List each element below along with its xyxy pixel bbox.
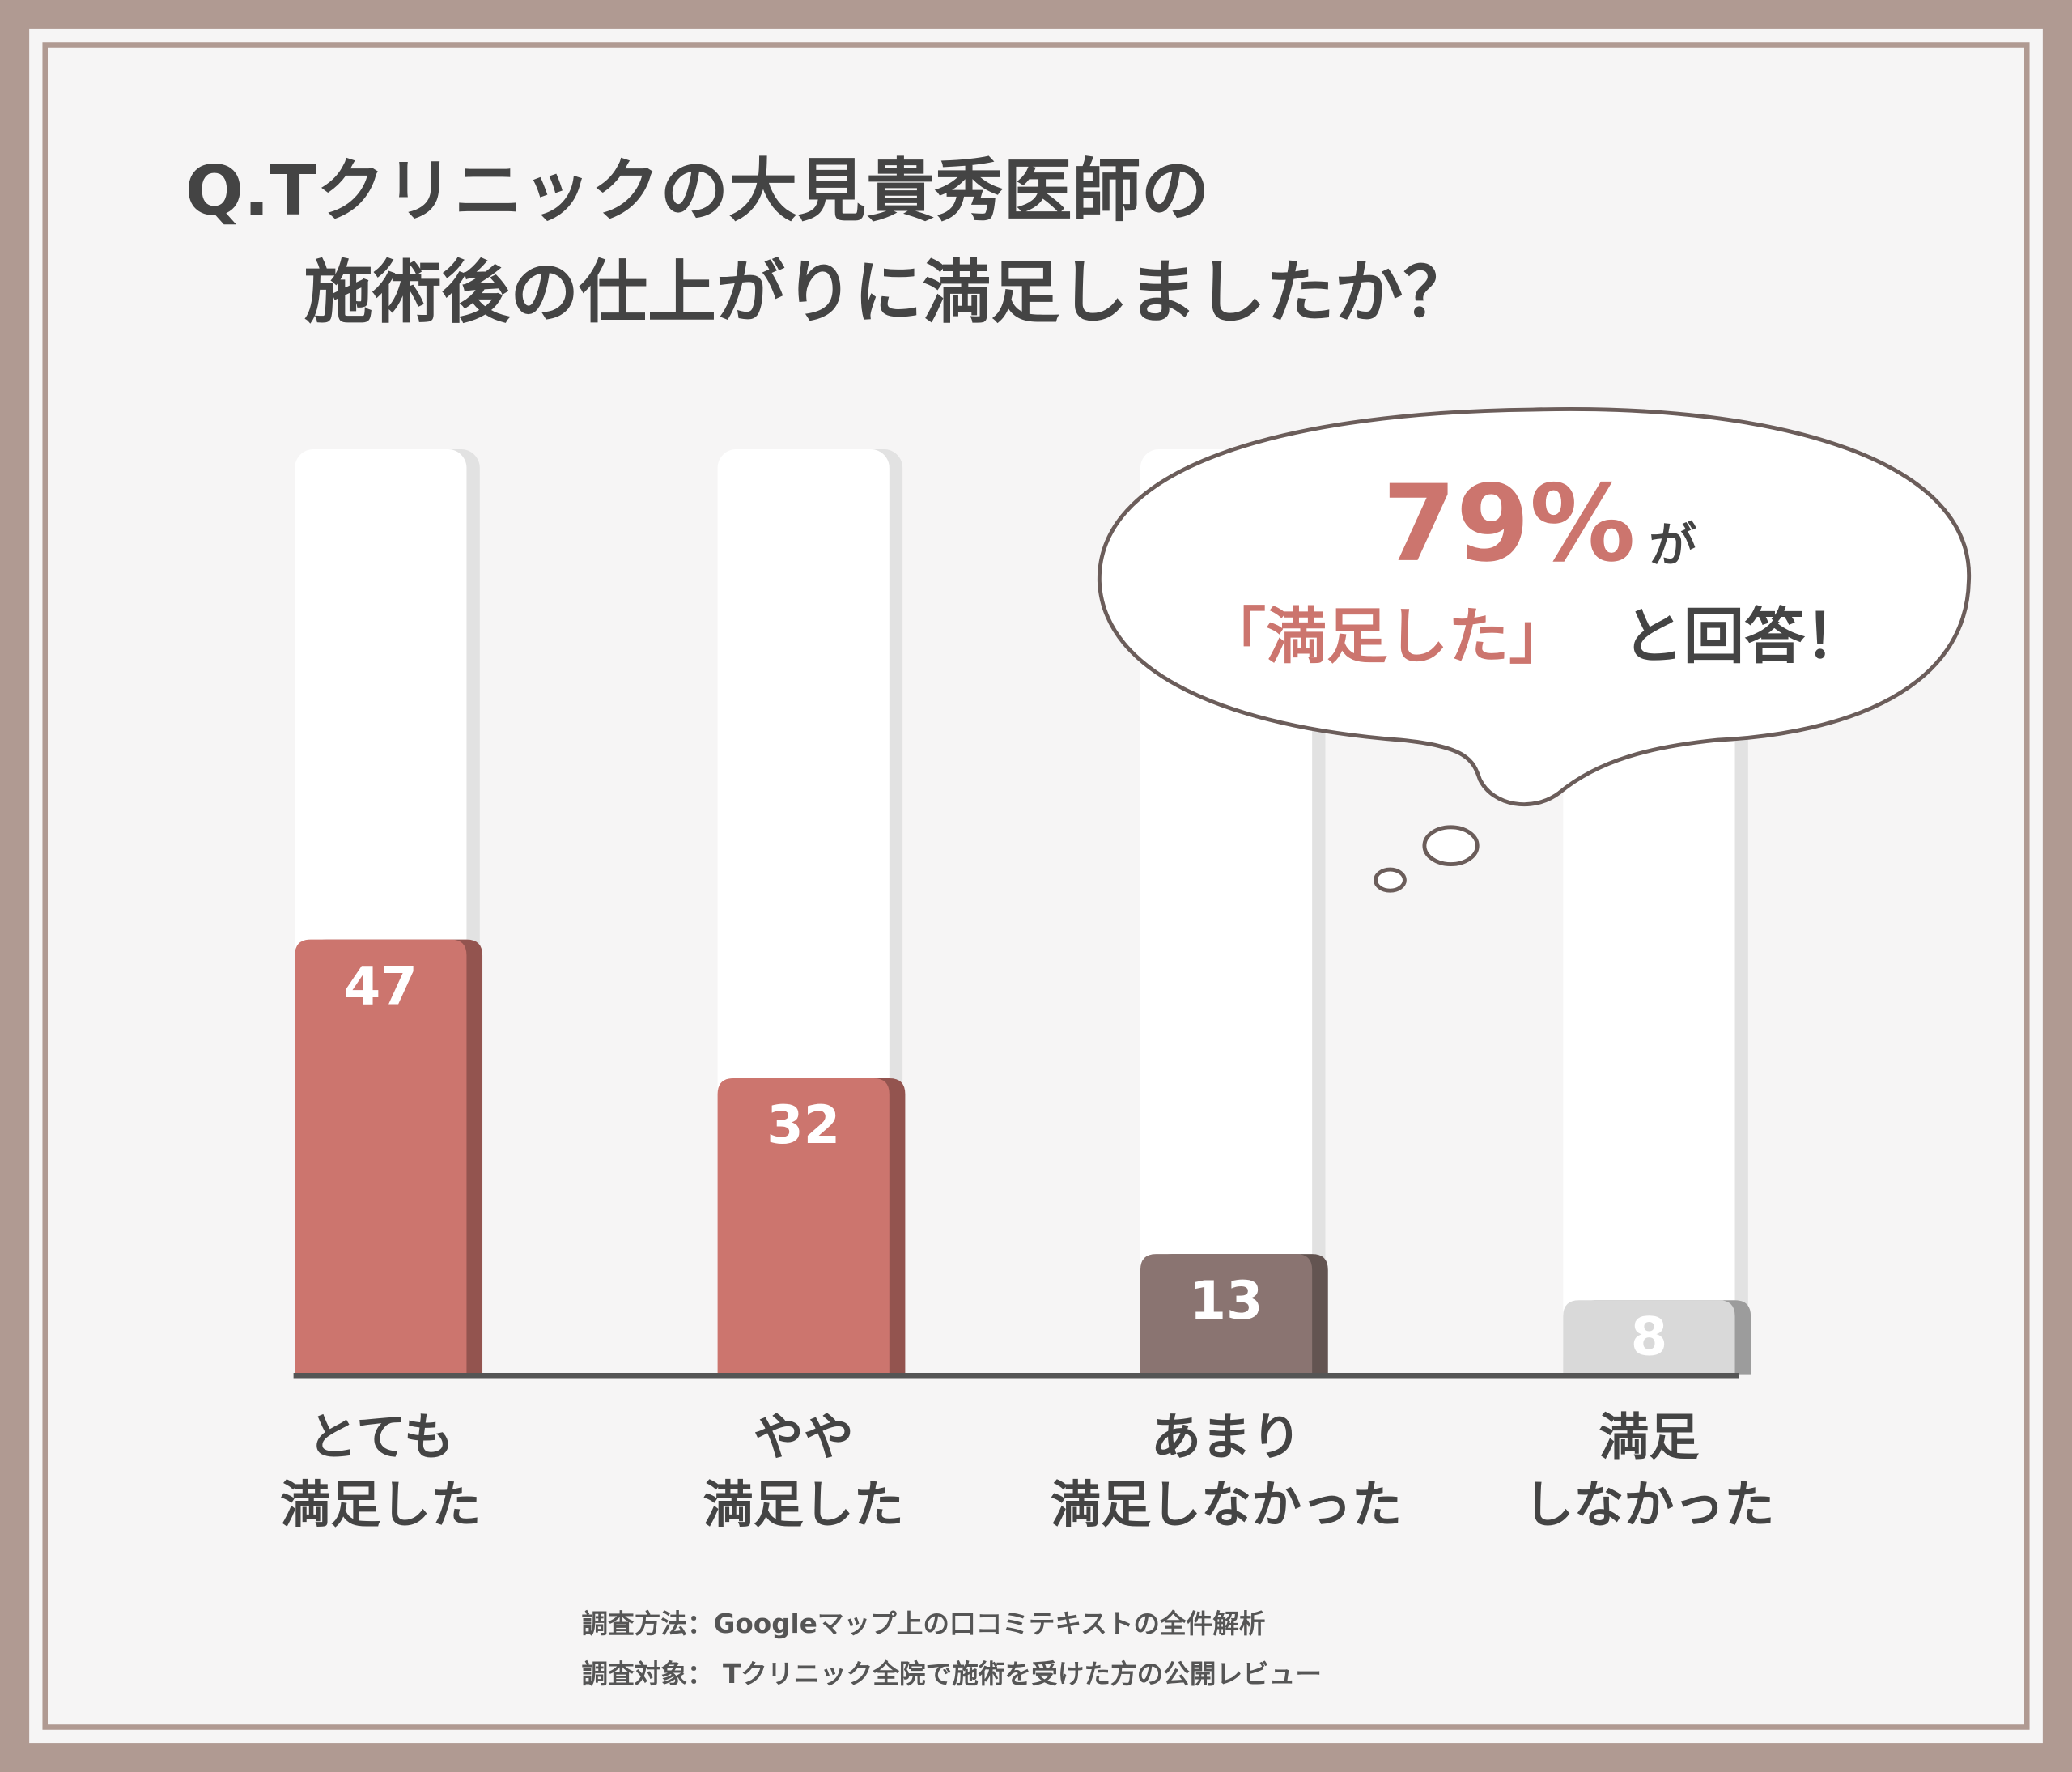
x-tick-label: 満足しなかった — [1523, 1407, 1774, 1534]
bar — [295, 939, 467, 1375]
bar — [1140, 1254, 1313, 1375]
x-tick-label: やや満足した — [703, 1407, 904, 1534]
value-label: 8 — [1631, 1306, 1667, 1367]
speech-bubble: 79% が 「満足した」 と回答！ — [1097, 407, 1971, 893]
bubble-dot — [1422, 825, 1480, 867]
chart-title: Q.Tクリニックの大見貴秀医師の — [185, 151, 1210, 232]
x-tick-label: あまり満足しなかった — [1051, 1407, 1402, 1534]
value-label: 13 — [1190, 1270, 1263, 1332]
bubble-dot — [1374, 867, 1407, 893]
bar — [1563, 1300, 1735, 1375]
chart-title: 施術後の仕上がりに満足しましたか？ — [304, 253, 1472, 334]
annotation-text: と回答！ — [1623, 601, 1866, 672]
footnote: 調査方法：Googleマップ上の口コミテキストの全件解析 — [581, 1608, 1265, 1639]
footnote: 調査対象： Tクリニック全院で施術を受けた方の公開レビュー — [581, 1659, 1322, 1689]
panel-border — [42, 42, 2030, 1730]
value-label: 47 — [344, 956, 418, 1018]
bar — [717, 1078, 890, 1375]
bubble-body — [1097, 407, 1971, 807]
value-label: 32 — [766, 1094, 840, 1156]
annotation-highlight: 「満足した」 — [1205, 601, 1569, 672]
annotation-percent: 79% — [1382, 462, 1636, 585]
x-tick-label: とても満足した — [280, 1407, 481, 1534]
annotation-text: が — [1649, 517, 1696, 573]
